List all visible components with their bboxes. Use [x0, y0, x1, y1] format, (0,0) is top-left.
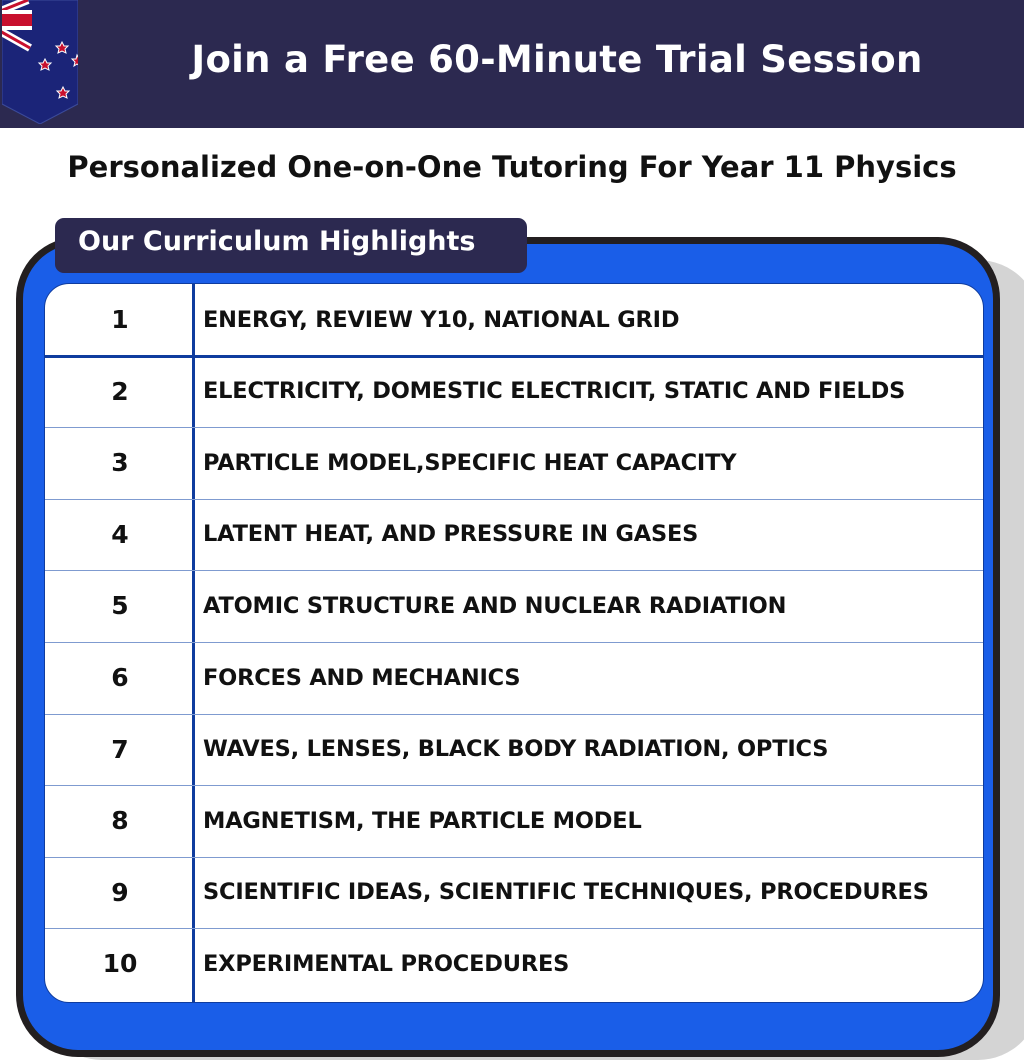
table-row: 8 MAGNETISM, THE PARTICLE MODEL: [45, 785, 983, 856]
row-separator: [45, 354, 983, 358]
table-row: 6 FORCES AND MECHANICS: [45, 642, 983, 713]
table-row: 4 LATENT HEAT, AND PRESSURE IN GASES: [45, 499, 983, 570]
row-topic: LATENT HEAT, AND PRESSURE IN GASES: [203, 521, 699, 548]
table-row: 9 SCIENTIFIC IDEAS, SCIENTIFIC TECHNIQUES…: [45, 857, 983, 928]
row-topic: MAGNETISM, THE PARTICLE MODEL: [203, 807, 642, 834]
row-number: 1: [111, 305, 129, 334]
row-number: 10: [102, 949, 138, 979]
new-zealand-flag-icon: [2, 0, 78, 124]
row-number: 2: [111, 376, 129, 406]
row-number: 9: [111, 877, 129, 907]
row-topic: SCIENTIFIC IDEAS, SCIENTIFIC TECHNIQUES,…: [203, 879, 929, 906]
row-separator: [45, 928, 983, 930]
row-separator: [45, 570, 983, 572]
row-topic: PARTICLE MODEL,SPECIFIC HEAT CAPACITY: [203, 449, 737, 476]
table-row: 1 ENERGY, REVIEW Y10, NATIONAL GRID: [45, 284, 983, 355]
page-subtitle: Personalized One-on-One Tutoring For Yea…: [67, 150, 957, 184]
table-row: 7 WAVES, LENSES, BLACK BODY RADIATION, OP…: [45, 714, 983, 785]
row-topic: EXPERIMENTAL PROCEDURES: [203, 950, 570, 977]
row-topic: ELECTRICITY, DOMESTIC ELECTRICIT, STATIC…: [203, 378, 906, 405]
curriculum-table: 1 ENERGY, REVIEW Y10, NATIONAL GRID 2 ELECT…: [44, 283, 984, 1003]
header-title: Join a Free 60-Minute Trial Session: [191, 38, 923, 81]
section-tab-label: Our Curriculum Highlights: [55, 218, 527, 273]
row-topic: ATOMIC STRUCTURE AND NUCLEAR RADIATION: [203, 592, 787, 619]
header-banner: Join a Free 60-Minute Trial Session: [0, 0, 1024, 128]
row-number: 3: [111, 448, 129, 478]
column-divider: [192, 284, 195, 1002]
row-separator: [45, 498, 983, 500]
table-row: 3 PARTICLE MODEL,SPECIFIC HEAT CAPACITY: [45, 427, 983, 498]
row-separator: [45, 856, 983, 858]
table-row: 10 EXPERIMENTAL PROCEDURES: [45, 928, 983, 999]
row-separator: [45, 713, 983, 715]
row-separator: [45, 427, 983, 429]
row-topic: WAVES, LENSES, BLACK BODY RADIATION, OPT…: [203, 736, 829, 763]
row-number: 5: [111, 591, 129, 621]
row-number: 6: [111, 663, 129, 692]
row-number: 4: [111, 519, 129, 549]
row-separator: [45, 785, 983, 787]
table-row: 5 ATOMIC STRUCTURE AND NUCLEAR RADIATION: [45, 570, 983, 641]
row-topic: ENERGY, REVIEW Y10, NATIONAL GRID: [203, 306, 680, 333]
row-separator: [45, 642, 983, 643]
row-number: 7: [111, 734, 129, 764]
row-number: 8: [111, 806, 129, 836]
row-topic: FORCES AND MECHANICS: [203, 664, 521, 691]
table-row: 2 ELECTRICITY, DOMESTIC ELECTRICIT, STATI…: [45, 356, 983, 427]
